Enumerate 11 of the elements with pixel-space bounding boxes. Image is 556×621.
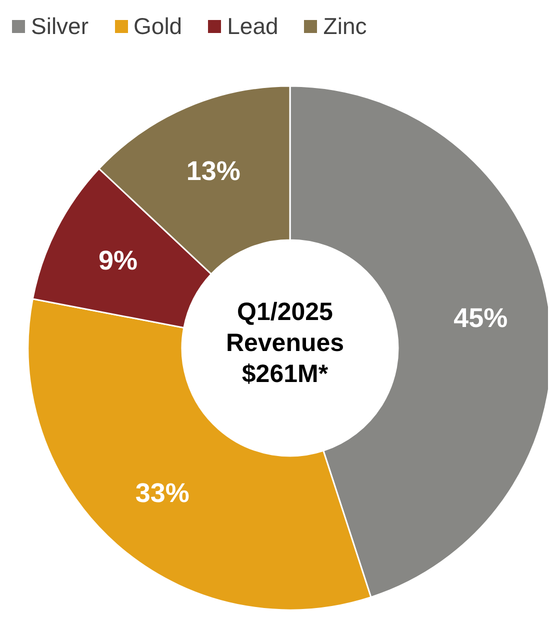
legend-label: Silver <box>31 12 89 40</box>
legend-label: Gold <box>134 12 182 40</box>
text: Revenues <box>226 329 344 357</box>
data-label: 13% <box>186 156 240 186</box>
text: Q1/2025 <box>237 298 334 326</box>
text: $261M* <box>242 360 328 388</box>
data-label: 9% <box>98 245 138 276</box>
data-label: 33% <box>135 478 190 508</box>
legend-label: Lead <box>227 12 278 40</box>
legend-label: Zinc <box>323 12 367 40</box>
data-label: 45% <box>454 302 508 333</box>
